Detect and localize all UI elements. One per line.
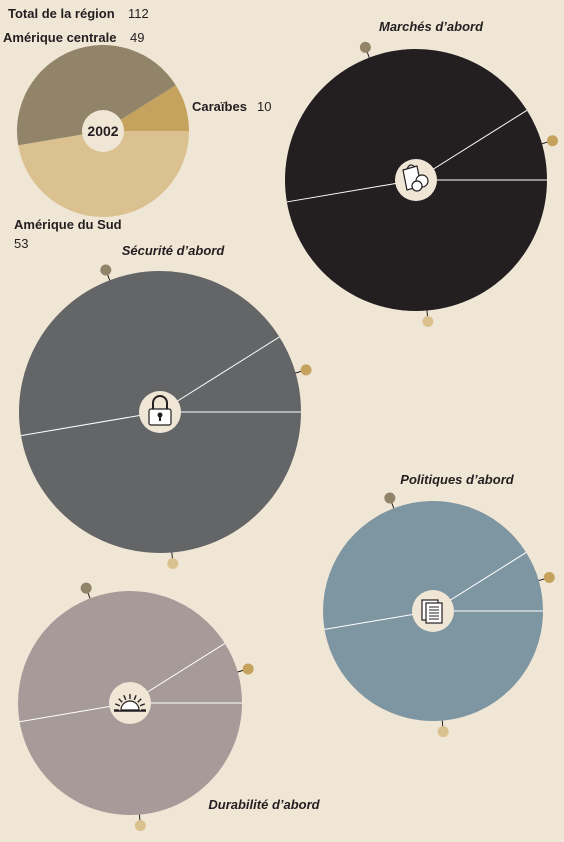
title-durabilite-dabord: Durabilité d’abord [208,797,320,812]
pie-1-marker-caraibes [546,135,558,147]
pie-4-marker-amerique-centrale [80,582,92,594]
pie-1-slice-caraibes [416,110,547,180]
title-securite-dabord: Sécurité d’abord [122,243,226,258]
title-marches-dabord: Marchés d’abord [379,19,484,34]
pie-2-marker-amerique-du-sud [167,557,179,569]
pie-3-marker-amerique-centrale [384,492,396,504]
pie-3-marker-amerique-du-sud [437,726,449,738]
pie-3-slice-amerique-centrale [322,500,527,630]
title-politiques-dabord: Politiques d’abord [400,472,514,487]
pie-politiques-dabord [322,492,555,738]
ref-center-year-label: 2002 [87,123,118,139]
pie-4-slice-amerique-du-sud [19,703,242,816]
pie-4-slice-amerique-centrale [17,590,225,722]
reference-donut-chart: 2002 [17,45,189,217]
pie-2-slice-divider [159,336,280,413]
pie-2-marker-caraibes [300,364,312,376]
pie-1-slice-divider [415,109,528,181]
pie-4-marker-amerique-du-sud [134,820,146,832]
documents-icon [421,599,443,624]
legend-value-caraibes: 10 [257,99,271,114]
legend-value-amerique-du-sud: 53 [14,236,28,251]
legend-label-caraibes: Caraïbes [192,99,247,114]
ref-slice-amerique-du-sud [18,131,189,217]
pie-1-slice-divider [286,179,417,203]
pie-2-slice-caraibes [160,336,301,412]
legend-label-amerique-du-sud: Amérique du Sud [14,217,122,232]
pie-marches-dabord [284,41,558,327]
pie-3-marker-caraibes [543,572,555,583]
pie-2-marker-amerique-centrale [100,264,112,276]
pie-2-slice-amerique-centrale [18,270,280,436]
pie-1-marker-amerique-du-sud [422,316,434,327]
pie-1-slice-amerique-centrale [284,48,527,202]
pie-3-slice-caraibes [433,552,543,611]
pie-3-slice-amerique-du-sud [324,611,543,722]
pie-durabilite-dabord [17,582,254,832]
padlock-icon [148,395,172,426]
pie-2-slice-divider [20,411,161,437]
pie-1-marker-amerique-centrale [359,41,371,53]
ref-slice-caraibes [103,85,189,131]
ref-center-hub [82,110,124,152]
total-region-value: 112 [128,6,149,21]
total-region-label: Total de la région [8,6,115,21]
pie-4-marker-caraibes [242,663,254,675]
legend-label-amerique-centrale: Amérique centrale [3,30,116,45]
pie-2-slice-amerique-du-sud [20,412,302,554]
shopping-bags-icon [402,164,429,192]
pie-4-slice-caraibes [130,643,242,703]
pie-1-slice-amerique-du-sud [286,180,547,312]
legend-value-amerique-centrale: 49 [130,30,144,45]
ref-slice-amerique-centrale [17,45,176,146]
sunrise-icon [114,694,146,712]
pie-securite-dabord [18,264,312,569]
